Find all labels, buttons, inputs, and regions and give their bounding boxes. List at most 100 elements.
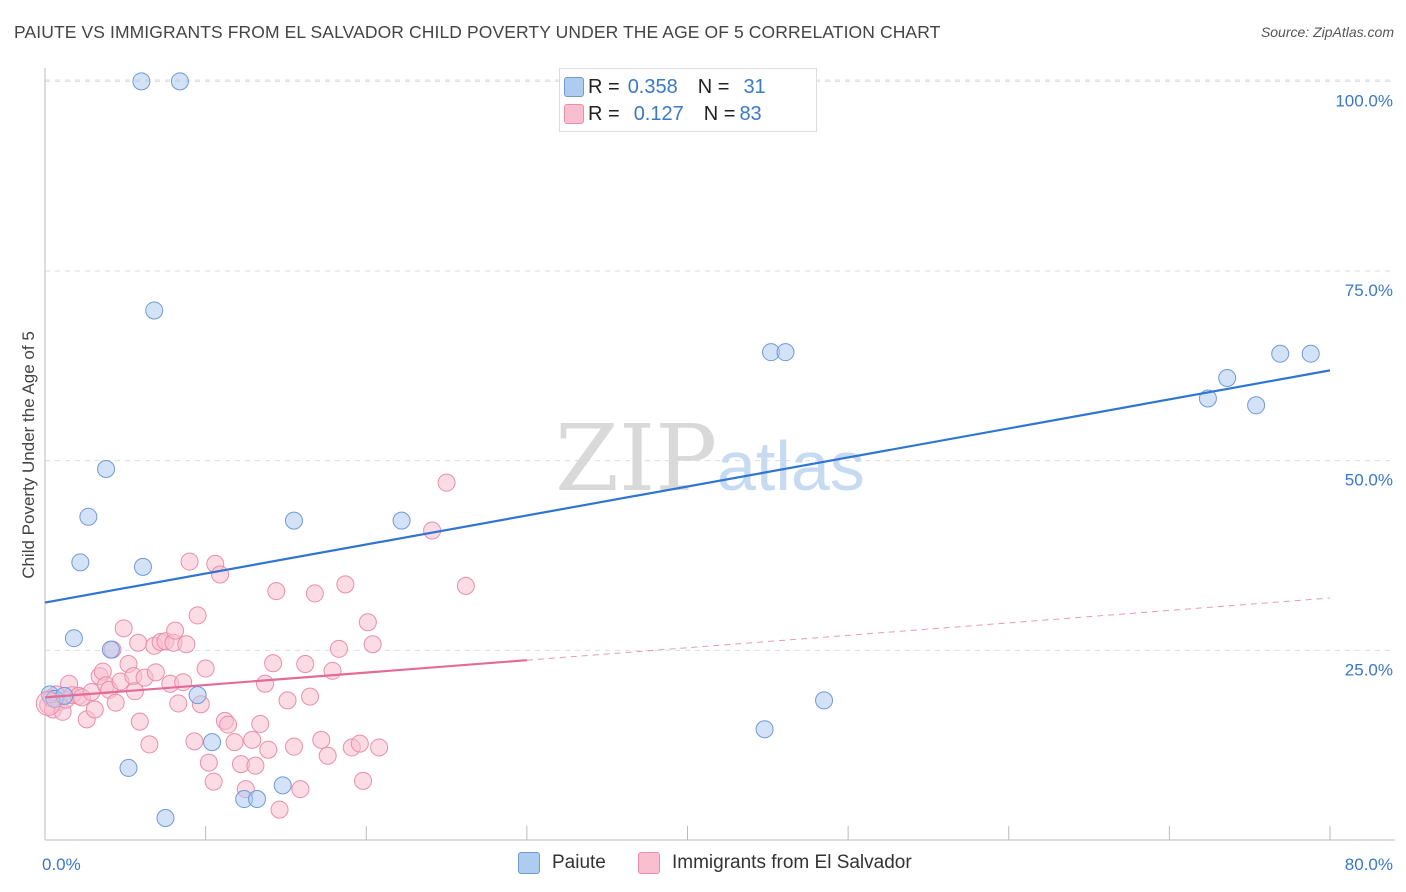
salvador-point [185,732,204,751]
salvador-point [323,661,342,680]
legend-swatch-paiute [518,852,540,874]
salvador-point [350,734,369,753]
salvador-point [140,735,159,754]
paiute-point [156,808,175,827]
legend-r-value: 0.358 [627,75,678,98]
paiute-point [1218,368,1237,387]
salvador-point [358,613,377,632]
salvador-point [129,633,148,652]
legend-row-paiute: R = 0.358 N = 31 [564,75,766,99]
salvador-point [267,582,286,601]
paiute-trend-line [44,369,1331,604]
paiute-point [119,758,138,777]
paiute-point [776,343,795,362]
salvador-point [259,740,278,759]
y-tick-label: 100.0% [1335,91,1393,110]
salvador-point [219,715,238,734]
salvador-point [305,584,324,603]
points-layer [35,72,1320,827]
legend-r-value: 0.127 [633,102,684,125]
legend-swatch-salvador [564,104,584,124]
salvador-point [363,635,382,654]
salvador-point [296,654,315,673]
salvador-point [169,694,188,713]
salvador-point [114,619,133,638]
paiute-point [188,686,207,705]
grid-layer [45,79,1395,651]
salvador-point [204,772,223,791]
legend-n-value: 31 [743,75,766,98]
salvador-point [180,552,199,571]
paiute-point [133,557,152,576]
legend-item-salvador[interactable]: Immigrants from El Salvador [638,852,912,874]
salvador-point [211,565,230,584]
salvador-point [354,771,373,790]
salvador-point [291,780,310,799]
salvador-point [318,746,337,765]
salvador-point [301,687,320,706]
legend-swatch-salvador [638,852,660,874]
paiute-point [64,629,83,648]
legend-row-salvador: R = 0.127 N = 83 [564,102,762,126]
legend-swatch-paiute [564,77,584,97]
y-tick-label: 25.0% [1345,660,1393,679]
paiute-point [203,733,222,752]
salvador-trend-extension [526,597,1331,661]
salvador-point [370,738,389,757]
salvador-trend-line [44,659,527,699]
x-tick-label: 0.0% [42,855,81,874]
paiute-point [273,776,292,795]
salvador-point [35,690,61,716]
legend-item-paiute[interactable]: Paiute [518,852,606,874]
watermark-zip: ZIP [555,405,717,512]
salvador-point [166,621,185,640]
chart-source: Source: ZipAtlas.com [1260,24,1394,40]
x-tick-label: 80.0% [1345,855,1393,874]
legend-n-value: 83 [739,102,762,125]
salvador-point [106,693,125,712]
salvador-point [251,714,270,733]
paiute-point [132,72,151,91]
paiute-point [145,301,164,320]
watermark: ZIP atlas [555,405,865,512]
paiute-point [1301,344,1320,363]
salvador-point [278,691,297,710]
paiute-point [284,511,303,530]
y-tick-label: 50.0% [1345,471,1393,490]
salvador-point [196,659,215,678]
series-legend: Paiute Immigrants from El Salvador [0,852,1406,876]
legend-r-label: R = [588,75,620,98]
paiute-point [815,691,834,710]
salvador-point [270,800,289,819]
paiute-point [71,553,90,572]
salvador-point [225,733,244,752]
chart-title: PAIUTE VS IMMIGRANTS FROM EL SALVADOR CH… [14,22,941,42]
y-tick-label: 75.0% [1345,281,1393,300]
paiute-point [755,720,774,739]
salvador-point [243,730,262,749]
salvador-point [456,576,475,595]
labels-layer: 25.0% 50.0% 75.0% 100.0% 0.0% 80.0% [42,91,1393,874]
salvador-point [246,756,265,775]
salvador-point [437,473,456,492]
paiute-point [248,790,267,809]
paiute-point [79,507,98,526]
legend-label-salvador: Immigrants from El Salvador [672,852,912,873]
salvador-point [130,712,149,731]
salvador-point [146,663,165,682]
salvador-point [188,606,207,625]
salvador-point [177,635,196,654]
legend-r-label: R = [588,102,620,125]
legend-n-label: N = [697,75,730,98]
paiute-point [1271,344,1290,363]
paiute-point [1247,396,1266,415]
paiute-point [170,72,189,91]
paiute-point [97,460,116,479]
salvador-point [284,737,303,756]
salvador-point [264,654,283,673]
salvador-point [256,674,275,693]
stats-legend: R = 0.358 N = 31 R = 0.127 N = 83 [559,68,817,132]
legend-n-label: N = [703,102,736,125]
watermark-atlas: atlas [717,427,865,505]
